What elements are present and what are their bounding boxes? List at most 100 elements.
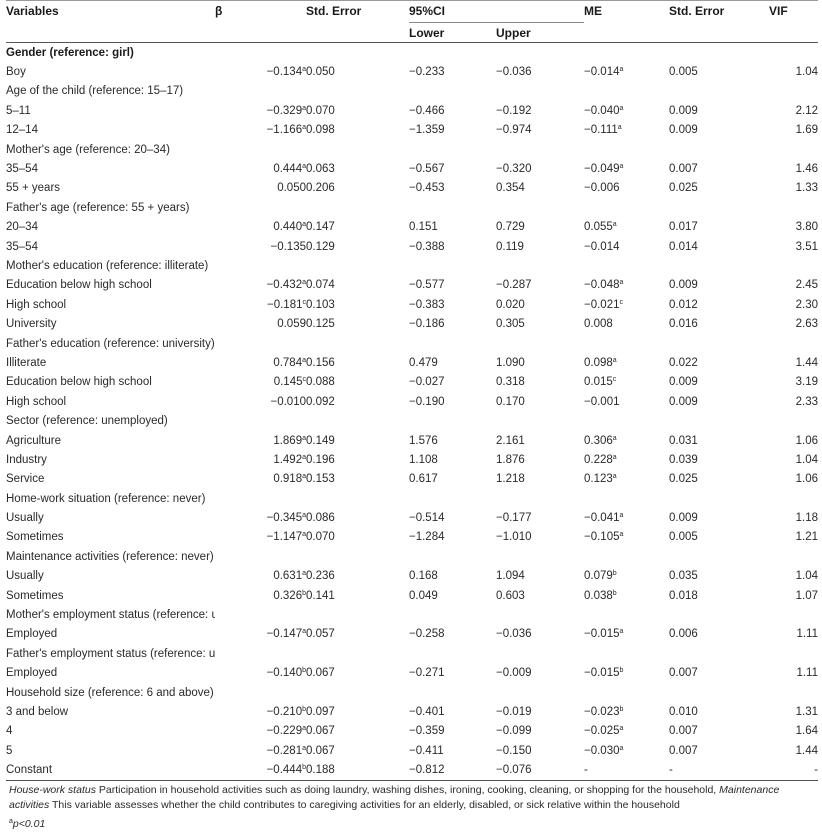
std-error-cell-value: 0.067 (306, 725, 335, 738)
ci-lower-cell: 1.108 (409, 450, 496, 469)
beta-cell: −0.444b (215, 760, 306, 780)
footnote-term-housework: House-work status (9, 784, 96, 796)
significance-marker: a (302, 163, 306, 171)
table-row: Agriculture 1.869a 0.149 1.576 2.161 0.306a 0.… (6, 431, 818, 450)
table-row: Education below high school 0.145c 0.088 −0… (6, 373, 818, 392)
significance-marker: a (619, 104, 624, 112)
ci-upper-cell-value: 1.090 (496, 356, 525, 369)
group-spacer (215, 683, 818, 702)
ci-upper-cell-value: −0.974 (496, 124, 532, 137)
std-error-cell: 0.103 (306, 295, 409, 314)
me-std-error-cell-value: - (669, 764, 673, 777)
me-cell-value: −0.015 (584, 667, 620, 680)
regression-table: Variables β Std. Error 95%CI ME Std. Err… (6, 0, 818, 781)
vif-cell-value: 1.69 (795, 124, 818, 137)
ci-upper-cell-value: 1.218 (496, 473, 525, 486)
me-std-error-cell: 0.005 (669, 528, 769, 547)
me-cell-value: 0.079 (584, 570, 613, 583)
ci-upper-cell: 2.161 (496, 431, 584, 450)
beta-cell: 0.918a (215, 470, 306, 489)
me-std-error-cell-value: 0.009 (669, 124, 698, 137)
table-row: High school −0.010 0.092 −0.190 0.170 −0.001 0… (6, 392, 818, 411)
significance-marker: a (619, 66, 624, 74)
me-cell-value: −0.023 (584, 705, 620, 718)
beta-cell-value: 0.326 (273, 589, 303, 602)
row-label: Sometimes (6, 589, 64, 602)
me-std-error-cell-value: 0.022 (669, 356, 698, 369)
header-ci: 95%CI (409, 0, 584, 23)
ci-lower-cell: −0.812 (409, 760, 496, 780)
ci-lower-cell-value: −0.271 (409, 667, 445, 680)
footnote-significance: ap<0.01 (9, 817, 817, 832)
vif-cell: 1.44 (769, 741, 818, 760)
row-label: 3 and below (6, 705, 69, 718)
vif-cell: 1.06 (769, 431, 818, 450)
me-std-error-cell: 0.009 (669, 508, 769, 527)
vif-cell: 2.30 (769, 295, 818, 314)
me-cell: −0.105a (584, 528, 669, 547)
table-row: 55 + years 0.050 0.206 −0.453 0.354 −0.006 0.0… (6, 179, 818, 198)
beta-cell: 0.444a (215, 159, 306, 178)
ci-upper-cell: −0.036 (496, 62, 584, 81)
significance-marker: b (612, 589, 617, 597)
table-row: Sometimes 0.326b 0.141 0.049 0.603 0.038b 0.01… (6, 586, 818, 605)
std-error-cell-value: 0.129 (306, 240, 335, 253)
beta-cell-value: 0.050 (277, 182, 306, 195)
row-label: 4 (6, 725, 13, 738)
std-error-cell-value: 0.206 (306, 182, 335, 195)
ci-upper-cell-value: −0.009 (496, 667, 532, 680)
me-cell-value: −0.105 (584, 531, 620, 544)
vif-cell-value: 3.80 (795, 221, 818, 234)
ci-lower-cell-value: −0.383 (409, 298, 445, 311)
me-cell: 0.038b (584, 586, 669, 605)
me-std-error-cell-value: 0.014 (669, 240, 698, 253)
ci-upper-cell-value: 2.161 (496, 434, 525, 447)
significance-marker: c (612, 376, 617, 384)
std-error-cell: 0.156 (306, 353, 409, 372)
group-header-row: Mother's age (reference: 20–34) (6, 140, 818, 159)
me-cell: −0.014a (584, 62, 669, 81)
group-spacer (215, 644, 818, 663)
ci-lower-cell-value: −0.567 (409, 163, 445, 176)
me-cell-value: 0.228 (584, 453, 613, 466)
ci-upper-cell-value: 0.119 (496, 240, 524, 253)
ci-lower-cell-value: −0.453 (409, 182, 445, 195)
beta-cell-value: −0.345 (266, 512, 303, 525)
row-label: Usually (6, 512, 44, 525)
vif-cell-value: 2.45 (795, 279, 818, 292)
ci-upper-cell: 1.090 (496, 353, 584, 372)
vif-cell: 1.64 (769, 722, 818, 741)
std-error-cell: 0.070 (306, 528, 409, 547)
ci-lower-cell-value: −1.284 (409, 531, 445, 544)
table-row: Illiterate 0.784a 0.156 0.479 1.090 0.098a 0.0… (6, 353, 818, 372)
me-cell-value: 0.306 (584, 434, 613, 447)
beta-cell-value: −0.432 (266, 279, 303, 292)
me-std-error-cell-value: 0.009 (669, 512, 698, 525)
beta-cell-value: 0.784 (273, 356, 303, 369)
beta-cell-value: −0.281 (266, 744, 303, 757)
me-cell: −0.041a (584, 508, 669, 527)
row-label: Employed (6, 628, 58, 641)
vif-cell: 1.04 (769, 450, 818, 469)
beta-cell-value: −1.166 (266, 124, 303, 137)
me-cell-value: −0.014 (584, 66, 620, 79)
me-std-error-cell: 0.005 (669, 62, 769, 81)
me-std-error-cell-value: 0.025 (669, 473, 698, 486)
beta-cell-value: −1.147 (266, 531, 303, 544)
std-error-cell-value: 0.196 (306, 453, 335, 466)
ci-lower-cell: 0.049 (409, 586, 496, 605)
group-spacer (215, 140, 818, 159)
significance-marker: c (619, 298, 624, 306)
significance-marker: a (302, 744, 306, 752)
row-label: Usually (6, 570, 44, 583)
vif-cell-value: 2.33 (795, 395, 818, 408)
footnote-definitions: House-work status Participation in house… (9, 783, 817, 813)
ci-upper-cell-value: 0.603 (496, 589, 525, 602)
ci-upper-cell: −0.036 (496, 625, 584, 644)
ci-lower-cell-value: −0.401 (409, 705, 445, 718)
me-std-error-cell-value: 0.007 (669, 163, 698, 176)
me-std-error-cell: 0.006 (669, 625, 769, 644)
vif-cell: 2.45 (769, 276, 818, 295)
ci-lower-cell: −0.027 (409, 373, 496, 392)
